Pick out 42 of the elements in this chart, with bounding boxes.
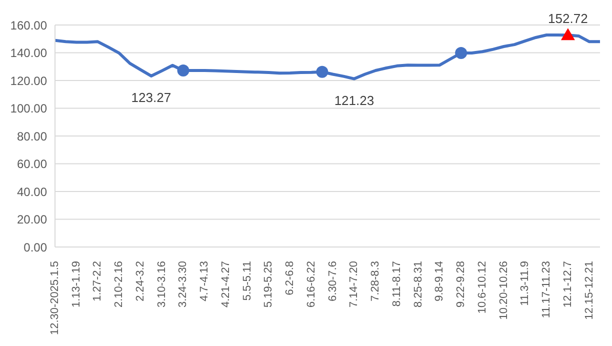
y-tick-label: 140.00 bbox=[10, 46, 48, 60]
point bbox=[455, 47, 468, 60]
x-tick-label: 12.30-2025.1.5 bbox=[49, 261, 61, 336]
point bbox=[177, 64, 190, 77]
y-tick-label: 0.00 bbox=[24, 240, 48, 254]
x-tick-label: 4.7-4.13 bbox=[198, 261, 211, 302]
x-tick-label: 3.10-3.16 bbox=[156, 261, 168, 308]
x-tick-label: 10.6-10.12 bbox=[476, 261, 488, 314]
x-tick-label: 8.25-8.31 bbox=[412, 261, 424, 308]
x-tick-label: 12.15-12.21 bbox=[583, 261, 596, 320]
x-tick-label: 12.1-12.7 bbox=[562, 261, 574, 308]
y-tick-label: 60.00 bbox=[16, 157, 48, 172]
x-tick-label: 9.22-9.28 bbox=[455, 261, 468, 308]
x-tick-label: 6.16-6.22 bbox=[305, 261, 318, 308]
point bbox=[316, 66, 328, 78]
x-tick-label: 1.13-1.19 bbox=[70, 261, 82, 308]
x-tick-label: 9.8-9.14 bbox=[434, 261, 446, 302]
x-tick-label: 3.24-3.30 bbox=[177, 261, 190, 308]
x-tick-label: 2.10-2.16 bbox=[113, 261, 126, 308]
data-label: 121.23 bbox=[334, 92, 374, 108]
x-tick-label: 7.28-8.3 bbox=[370, 261, 382, 302]
x-tick-label: 11.3-11.9 bbox=[519, 261, 532, 306]
x-tick-label: 7.14-7.20 bbox=[348, 261, 360, 308]
point bbox=[560, 28, 575, 40]
x-tick-label: 10.20-10.26 bbox=[498, 261, 510, 320]
y-tick-label: 160.00 bbox=[10, 18, 48, 32]
data-label: 123.27 bbox=[131, 90, 172, 105]
y-tick-label: 20.00 bbox=[16, 212, 48, 227]
data-label: 152.72 bbox=[548, 11, 588, 26]
x-tick-label: 11.17-11.23 bbox=[540, 261, 553, 318]
y-tick-label: 40.00 bbox=[16, 184, 48, 199]
y-tick-label: 80.00 bbox=[16, 129, 48, 144]
y-tick-label: 120.00 bbox=[10, 74, 48, 88]
x-tick-label: 6.2-6.8 bbox=[284, 261, 296, 296]
x-tick-label: 5.5-5.11 bbox=[241, 261, 254, 301]
x-tick-label: 6.30-7.6 bbox=[326, 261, 339, 302]
x-tick-label: 1.27-2.2 bbox=[92, 261, 104, 302]
x-tick-label: 4.21-4.27 bbox=[220, 261, 232, 308]
y-tick-label: 100.00 bbox=[10, 102, 48, 116]
x-tick-label: 5.19-5.25 bbox=[262, 261, 275, 308]
x-tick-label: 2.24-3.2 bbox=[134, 261, 146, 302]
x-tick-label: 8.11-8.17 bbox=[390, 261, 403, 307]
